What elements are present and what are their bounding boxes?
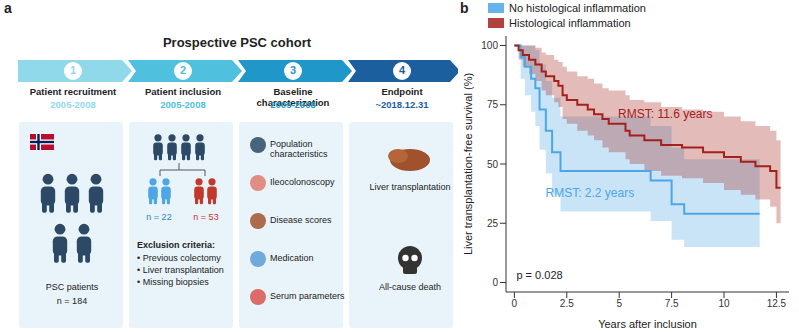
html-text:~2018.12.31: ~2018.12.31	[375, 99, 429, 110]
svg-text:5: 5	[616, 298, 622, 309]
html-text:Baseline characterization: Baseline characterization	[256, 86, 330, 108]
svg-text:7.5: 7.5	[665, 298, 679, 309]
html-text:Prospective PSC cohort: Prospective PSC cohort	[162, 35, 311, 50]
html-text:1: 1	[69, 64, 77, 76]
svg-text:12.5: 12.5	[767, 298, 787, 309]
svg-text:Years after inclusion: Years after inclusion	[598, 318, 697, 330]
svg-text:0: 0	[492, 277, 498, 288]
html-text:2005-2008: 2005-2008	[160, 99, 206, 110]
svg-text:25: 25	[487, 218, 499, 229]
html-text:Liver transplantation: Liver transplantation	[369, 182, 451, 192]
html-text:b: b	[460, 0, 469, 16]
html-text:Medication: Medication	[270, 253, 314, 263]
svg-text:50: 50	[487, 159, 499, 170]
html-text:All-cause death: All-cause death	[379, 282, 441, 292]
html-text:Patient inclusion: Patient inclusion	[145, 86, 221, 97]
html-text:3: 3	[289, 64, 297, 76]
html-text:Endpoint: Endpoint	[381, 86, 423, 97]
html-text:2005-2008: 2005-2008	[50, 99, 96, 110]
svg-text:10: 10	[718, 298, 730, 309]
svg-text:0: 0	[512, 298, 518, 309]
html-text:Ileocolonoscopy: Ileocolonoscopy	[270, 177, 335, 187]
html-text:Disease scores: Disease scores	[270, 215, 332, 225]
html-text:n = 184: n = 184	[56, 296, 88, 306]
html-text:2005-2008: 2005-2008	[270, 99, 316, 110]
html-text:4: 4	[398, 64, 406, 76]
html-text:n = 22: n = 22	[146, 212, 172, 222]
html-text:No histological inflammation: No histological inflammation	[509, 2, 646, 14]
html-text:Population characteristics: Population characteristics	[270, 139, 328, 160]
html-text:• Missing biopsies: • Missing biopsies	[137, 277, 209, 287]
svg-text:RMST: 11.6 years: RMST: 11.6 years	[618, 107, 712, 121]
html-text:Histological inflammation: Histological inflammation	[509, 17, 631, 29]
html-text:Exclusion criteria:: Exclusion criteria:	[137, 240, 215, 250]
html-text:Patient recruitment: Patient recruitment	[29, 86, 117, 97]
html-text:• Liver transplantation: • Liver transplantation	[137, 265, 224, 275]
svg-text:RMST: 2.2 years: RMST: 2.2 years	[546, 186, 635, 200]
html-text:a: a	[4, 0, 12, 16]
html-text:• Previous colectomy: • Previous colectomy	[137, 253, 221, 263]
svg-text:p = 0.028: p = 0.028	[516, 269, 562, 281]
svg-text:75: 75	[487, 99, 499, 110]
html-text:PSC patients: PSC patients	[45, 282, 99, 292]
svg-text:2.5: 2.5	[560, 298, 574, 309]
html-text:Serum parameters: Serum parameters	[270, 291, 345, 301]
svg-text:100: 100	[481, 40, 498, 51]
html-text:n = 53: n = 53	[193, 212, 219, 222]
html-text:2: 2	[179, 64, 187, 76]
svg-text:Liver transplantation-free sur: Liver transplantation-free survival (%)	[462, 73, 474, 255]
